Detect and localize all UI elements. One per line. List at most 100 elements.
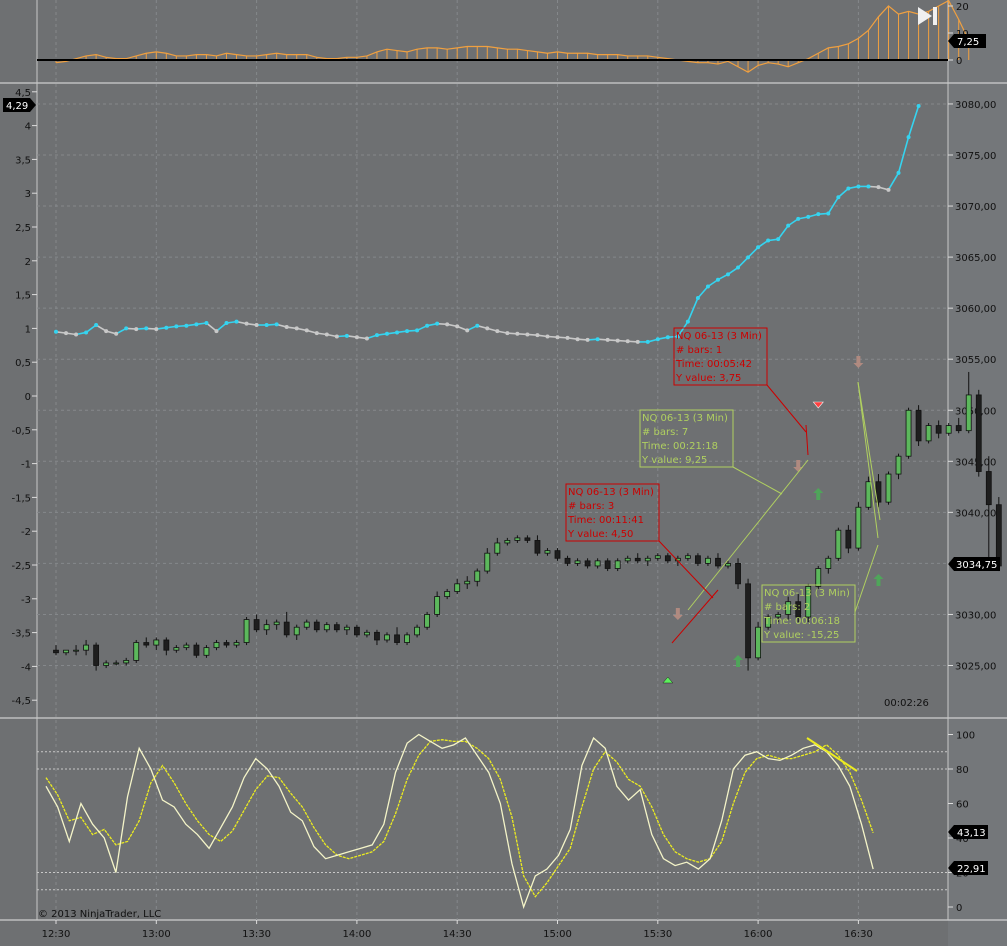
indicator-point (144, 326, 149, 331)
sell-arrow (672, 608, 683, 620)
measure-box-line: Y value: 3,75 (675, 373, 741, 384)
candle (584, 558, 591, 569)
measure-annotation-boxes: NQ 06-13 (3 Min) # bars: 3 Time: 00:11:41 Y… (565, 327, 879, 643)
indicator-point (254, 323, 259, 328)
indicator-segment (687, 297, 699, 322)
candle (494, 537, 501, 556)
indicator-point (234, 319, 239, 324)
candle (534, 535, 541, 556)
left-tick-label: -2,5 (11, 561, 31, 572)
candle (273, 619, 280, 630)
indicator-point (535, 333, 540, 338)
candle (614, 558, 621, 572)
candle (785, 596, 792, 620)
price-tick-label: 3080,00 (955, 100, 996, 111)
measure-box-line: # bars: 2 (764, 602, 810, 613)
candle (103, 660, 110, 669)
stoch-tick-label: 0 (956, 903, 962, 914)
skip-to-end-icon (918, 7, 937, 25)
left-tick-label: -1,5 (11, 493, 31, 504)
candle (945, 423, 952, 436)
left-tick-label: 2,5 (15, 223, 31, 234)
candle (705, 555, 711, 566)
indicator-point (605, 337, 610, 342)
indicator-point (695, 295, 700, 300)
candle (464, 576, 471, 589)
indicator-point (555, 335, 560, 340)
measure-line (857, 381, 879, 539)
indicator-point (715, 277, 720, 282)
candle (985, 456, 992, 559)
time-label: 15:00 (543, 929, 572, 940)
price-tick-label: 3045,00 (955, 457, 996, 468)
candle (865, 476, 872, 510)
indicator-point (726, 272, 731, 277)
price-tick-label: 3025,00 (955, 662, 996, 673)
indicator-segment (737, 256, 749, 269)
indicator-point (585, 337, 590, 342)
candle (424, 611, 431, 630)
left-tick-label: 4,5 (15, 88, 31, 99)
indicator-point (124, 326, 129, 331)
indicator-point (425, 323, 430, 328)
measure-box[interactable]: NQ 06-13 (3 Min) # bars: 3 Time: 00:11:41 Y… (565, 483, 714, 599)
stoch-d-value: 22,91 (957, 864, 986, 875)
candle (955, 417, 962, 434)
measure-box[interactable]: NQ 06-13 (3 Min) # bars: 1 Time: 00:05:42 Y… (673, 327, 807, 433)
candle (333, 622, 340, 633)
candle (905, 407, 912, 459)
candle (654, 553, 661, 561)
candle (394, 627, 400, 646)
indicator-segment (747, 246, 759, 258)
candle (895, 453, 902, 480)
candle (374, 629, 380, 646)
indicator-point (74, 332, 79, 337)
indicator-point (796, 216, 801, 221)
buy-triangle (662, 676, 674, 684)
measure-leader-line (658, 540, 714, 599)
indicator-point (374, 333, 379, 338)
price-tick-label: 3075,00 (955, 151, 996, 162)
candle (544, 548, 551, 556)
left-tick-label: 1 (25, 324, 31, 335)
candle (634, 553, 641, 564)
candle (805, 583, 812, 623)
candle (63, 649, 69, 656)
indicator-point (174, 324, 179, 329)
candle (323, 622, 330, 633)
candle (795, 594, 802, 623)
stoch-tick-label: 40 (956, 834, 969, 845)
buy-arrow (813, 488, 824, 500)
candle (474, 568, 481, 587)
indicator-point (906, 135, 911, 140)
indicator-point (134, 327, 139, 332)
buy-arrow (873, 574, 884, 586)
candle (364, 629, 370, 638)
candle (213, 639, 220, 651)
indicator-point (465, 328, 470, 333)
left-tick-label: -3,5 (11, 629, 31, 640)
indicator-point (806, 214, 811, 219)
indicator-point (625, 339, 630, 344)
candle (765, 614, 772, 630)
histogram-tick-label: 20 (956, 2, 969, 13)
measure-line (805, 424, 809, 456)
stochastics-lines (45, 733, 874, 910)
left-tick-label: -4,5 (11, 696, 31, 707)
skip-to-end-button[interactable] (912, 3, 944, 29)
candle (684, 553, 691, 561)
time-axis-ticks: 12:30 13:00 13:30 14:00 14:30 15:00 15:30 16:00… (42, 920, 873, 940)
measure-box[interactable]: NQ 06-13 (3 Min) # bars: 2 Time: 00:06:18 Y… (761, 544, 879, 643)
time-label: 16:00 (744, 929, 773, 940)
candle (133, 639, 140, 663)
indicator-point (826, 211, 831, 216)
measure-box[interactable]: NQ 06-13 (3 Min) # bars: 7 Time: 00:21:18 Y… (639, 409, 783, 495)
candle (414, 624, 420, 638)
indicator-point (866, 184, 871, 189)
stoch-k-value: 43,13 (957, 828, 986, 839)
indicator-point (334, 334, 339, 339)
indicator-point (244, 321, 249, 326)
indicator-point (545, 334, 550, 339)
indicator-point (645, 339, 650, 344)
